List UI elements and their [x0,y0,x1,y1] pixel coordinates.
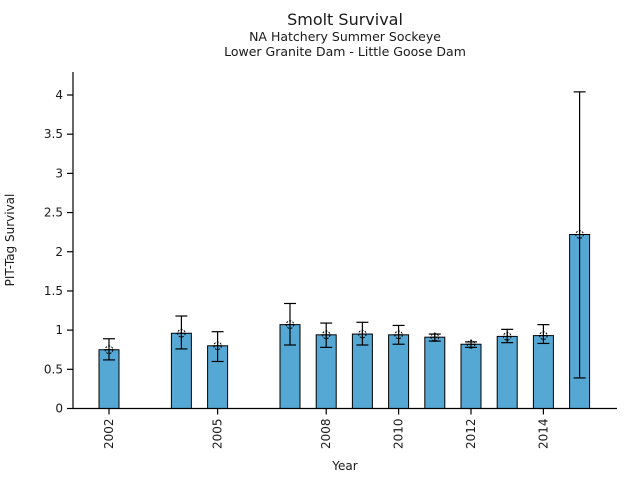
y-tick-label-3: 3 [55,166,63,180]
point-marker-2011 [430,332,440,342]
x-tick-label-2010: 2010 [392,419,406,450]
markers-layer [104,229,585,355]
bar-2014 [532,335,554,409]
y-tick-label-0: 0 [55,402,63,416]
point-marker-2004 [176,328,187,339]
x-axis-label: Year [331,459,357,473]
bar-2011 [424,336,446,409]
point-marker-2009 [357,329,368,339]
x-tick-label-2005: 2005 [211,419,225,450]
point-marker-2014 [538,330,549,341]
point-marker-2007 [285,319,295,330]
point-marker-2002 [104,344,114,355]
point-marker-2013 [502,331,512,342]
y-tick-label-1.5: 1.5 [44,284,63,298]
x-tick-label-2008: 2008 [319,419,333,450]
bars-layer [98,234,591,410]
y-tick-label-0.5: 0.5 [44,362,63,376]
x-tick-label-2014: 2014 [536,419,550,450]
y-axis-label: PIT-Tag Survival [3,194,17,287]
chart-subtitle-line2: Lower Granite Dam - Little Goose Dam [224,44,466,59]
y-tick-label-4: 4 [55,88,63,102]
point-marker-2012 [466,339,476,350]
point-marker-2008 [321,330,331,340]
bar-2013 [496,335,518,409]
chart-title: Smolt Survival [287,10,403,29]
y-tick-label-2.5: 2.5 [44,206,63,220]
bar-2012 [460,343,482,410]
y-tick-label-3.5: 3.5 [44,127,63,141]
y-tick-label-1: 1 [55,323,63,337]
y-tick-label-2: 2 [55,245,63,259]
axes-layer: 0 0.5 1 1.5 2 2.5 3 3.5 4 2002 2005 2008 2010 2012 201… [44,72,617,449]
x-tick-label-2002: 2002 [102,419,116,450]
point-marker-2005 [212,341,223,351]
bar-2010 [388,334,410,410]
chart-subtitle-line1: NA Hatchery Summer Sockeye [249,29,441,44]
point-marker-2010 [393,330,404,340]
x-tick-label-2012: 2012 [464,419,478,450]
point-marker-2015 [574,229,585,240]
